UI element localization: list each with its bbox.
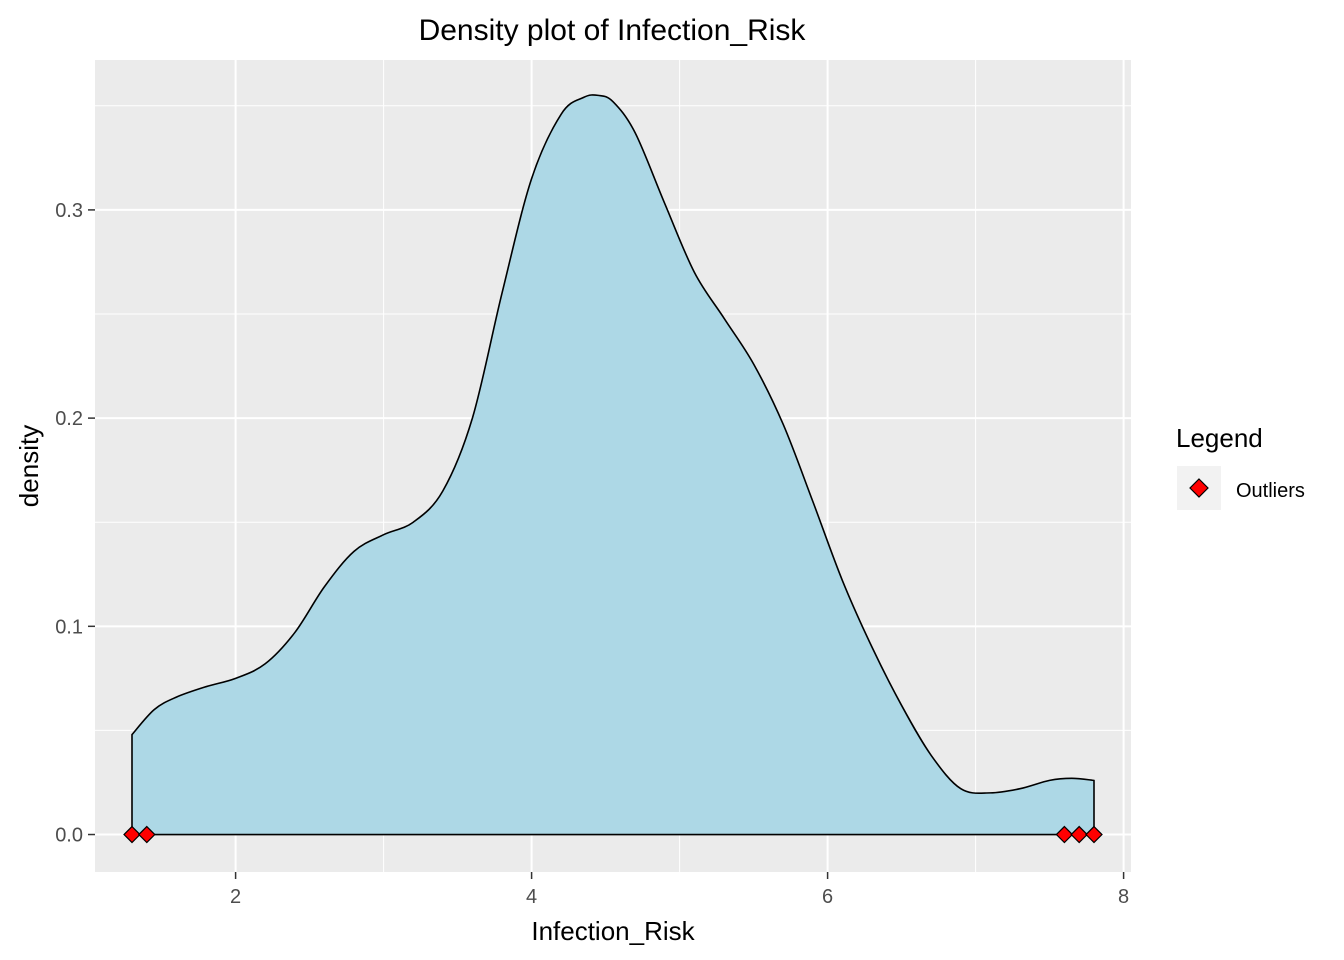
x-tick-label-3: 8 [1118,886,1129,908]
y-tick-label-1: 0.1 [55,616,83,638]
y-tick-label-2: 0.2 [55,408,83,430]
outlier-point-2 [1055,825,1074,844]
x-axis-title: Infection_Risk [531,916,695,946]
x-tick-label-1: 4 [526,886,537,908]
chart-title: Density plot of Infection_Risk [419,14,807,47]
y-axis-ticks: 0.0 0.1 0.2 0.3 [55,200,95,847]
x-tick-label-2: 6 [822,886,833,908]
outlier-point-4 [1085,825,1103,844]
outlier-point-1 [137,825,156,844]
x-tick-label-0: 2 [230,886,241,908]
legend: Legend Outliers [1176,423,1305,510]
legend-title: Legend [1176,423,1263,453]
y-tick-label-0: 0.0 [55,825,83,847]
density-area [131,94,1095,836]
legend-key-diamond-icon [1189,478,1209,498]
outlier-points [123,825,1103,844]
y-axis-title: density [14,425,44,507]
y-tick-label-3: 0.3 [55,200,83,222]
x-axis-ticks: 2 4 6 8 [230,872,1129,908]
outlier-point-3 [1070,825,1089,844]
outlier-point-0 [123,825,141,844]
legend-label-outliers: Outliers [1236,480,1305,502]
